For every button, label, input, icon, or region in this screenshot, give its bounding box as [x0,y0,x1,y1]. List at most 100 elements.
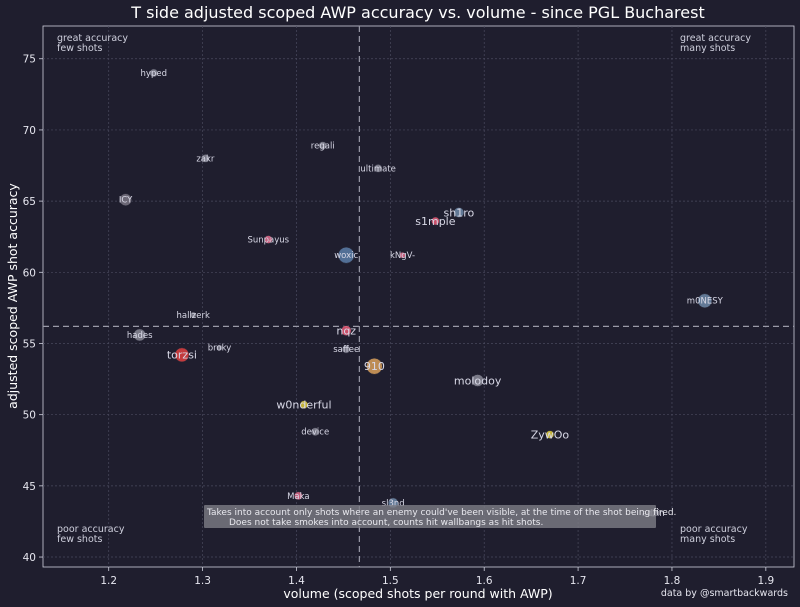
quadrant-label-top-right: great accuracy many shots [680,33,751,54]
point-marker [133,328,146,342]
x-tick-label: 1.4 [288,575,305,587]
chart-title: T side adjusted scoped AWP accuracy vs. … [130,3,704,22]
point-label: nqz [336,325,356,338]
y-tick-label: 50 [23,410,36,422]
point-label: kNgV- [390,251,415,261]
quadrant-label-top-left: great accuracy few shots [57,33,128,54]
note-box [204,505,656,528]
point-marker [119,193,132,206]
point-marker [399,251,406,259]
quadrant-label-line: many shots [680,534,735,545]
data-point: kNgV- [390,251,415,261]
data-point: woxic [334,246,359,264]
x-tick-label: 1.7 [570,575,587,587]
y-tick-label: 60 [23,267,36,279]
data-point: hades [127,328,153,342]
note-line-1: Takes into account only shots where an e… [206,508,676,518]
x-tick-label: 1.9 [757,575,774,587]
data-point: hallzerk [176,311,210,321]
point-marker [545,430,555,439]
x-tick-label: 1.5 [382,575,399,587]
point-marker [310,427,320,436]
point-marker [453,207,465,218]
point-label: torzsi [167,349,197,362]
x-axis-ticks: 1.2 1.3 1.4 1.5 1.6 1.7 1.8 1.9 [100,567,774,587]
data-point: broky [208,344,232,354]
data-point: molodoy [454,374,502,387]
data-point: ultimate [360,164,396,174]
point-marker [337,246,355,264]
data-point: torzsi [167,347,197,363]
data-point: hyped [141,68,167,79]
quadrant-label-bottom-left: poor accuracy few shots [57,524,125,545]
y-tick-label: 55 [23,338,36,350]
y-tick-label: 75 [23,54,36,66]
point-marker [149,68,159,78]
point-marker [294,491,303,501]
data-point: regali [311,141,335,152]
point-label: Maka [287,492,310,502]
plot-area [42,25,795,568]
quadrant-label-line: few shots [57,534,102,545]
point-marker [366,358,383,375]
x-tick-label: 1.8 [664,575,681,587]
point-label: molodoy [454,374,502,387]
note-line-2: Does not take smokes into account, count… [229,518,543,528]
data-point: Sunpayus [247,235,290,246]
point-marker [341,344,351,354]
x-tick-label: 1.2 [100,575,117,587]
point-label: m0NESY [687,297,724,307]
point-marker [318,141,327,150]
data-point: w0nderful [276,399,331,412]
x-axis-label: volume (scoped shots per round with AWP) [283,586,552,601]
y-tick-label: 40 [23,552,36,564]
point-label: saffee [333,345,359,355]
data-point: ZywOo [531,428,570,441]
point-marker [373,164,383,173]
grid [43,26,794,567]
data-point: device [301,427,329,438]
quadrant-label-line: great accuracy [680,33,751,44]
quadrant-label-line: poor accuracy [680,524,748,535]
point-marker [174,347,190,363]
quadrant-label-line: many shots [680,43,735,54]
x-tick-label: 1.3 [194,575,211,587]
data-point: Maka [287,491,310,502]
data-point: s1mple [415,215,455,228]
point-label: hyped [141,69,167,79]
data-point: saffee [333,344,359,355]
point-marker [189,311,197,319]
data-point: ICY [119,193,133,206]
y-tick-label: 65 [23,196,36,208]
point-label: ultimate [360,164,396,174]
data-point: nqz [336,325,356,338]
y-tick-label: 70 [23,125,36,137]
point-label: w0nderful [276,399,331,412]
data-point: 910 [364,358,385,375]
point-marker [201,154,210,163]
data-credit: data by @smartbackwards [661,588,788,599]
mean-reference-lines [43,26,794,567]
point-label: Sunpayus [247,236,289,246]
point-label: 910 [364,360,385,373]
data-point: m0NESY [687,293,724,309]
point-label: zakr [196,154,215,164]
quadrant-label-line: poor accuracy [57,524,125,535]
point-label: hallzerk [176,311,210,321]
methodology-note: Takes into account only shots where an e… [204,505,676,528]
point-marker [299,400,309,409]
point-marker [216,344,223,352]
y-axis-ticks: 40 45 50 55 60 65 70 75 [23,54,43,564]
y-axis-label: adjusted scoped AWP shot accuracy [5,183,20,409]
y-tick-label: 45 [23,481,36,493]
point-label: sh1ro [444,206,475,219]
x-tick-label: 1.6 [476,575,493,587]
point-marker [264,235,273,244]
quadrant-label-line: great accuracy [57,33,128,44]
point-marker [697,293,713,309]
point-label: regali [311,142,335,152]
quadrant-label-bottom-right: poor accuracy many shots [680,524,748,545]
point-marker [340,325,352,336]
point-label: sl3nd [382,499,405,509]
